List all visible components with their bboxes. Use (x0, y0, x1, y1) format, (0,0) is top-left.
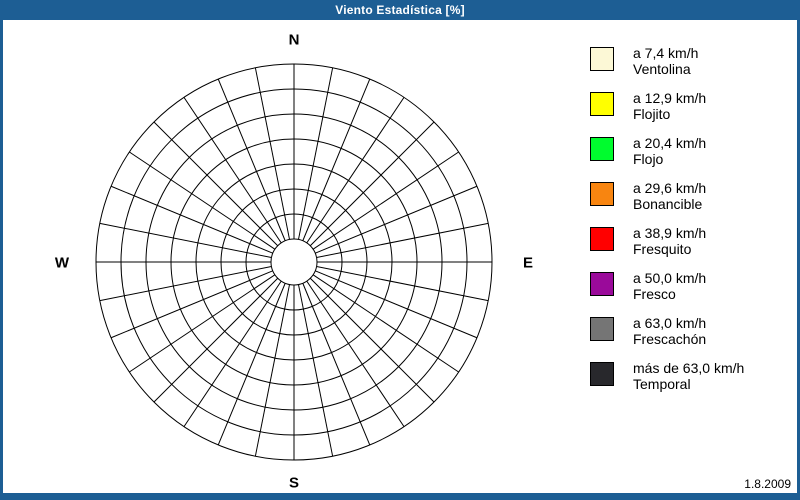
legend-category-label: Temporal (633, 376, 691, 392)
legend-item: a 38,9 km/h Fresquito (590, 225, 790, 257)
legend-speed-label: más de 63,0 km/h (633, 360, 745, 376)
date-label: 1.8.2009 (744, 477, 791, 491)
window-frame-bottom (0, 493, 800, 500)
compass-label-west: W (54, 254, 70, 272)
legend-color-swatch (590, 317, 614, 341)
legend-category-label: Fresco (633, 286, 676, 302)
legend-item: más de 63,0 km/h Temporal (590, 360, 790, 392)
legend-item: a 63,0 km/h Frescachón (590, 315, 790, 347)
legend-speed-label: a 38,9 km/h (633, 225, 707, 241)
legend-color-swatch (590, 182, 614, 206)
legend-category-label: Bonancible (633, 196, 703, 212)
legend-category-label: Ventolina (633, 61, 691, 77)
legend-item: a 20,4 km/h Flojo (590, 135, 790, 167)
wind-speed-legend: a 7,4 km/h Ventolina a 12,9 km/h Flojito a 2… (590, 45, 790, 405)
legend-speed-label: a 50,0 km/h (633, 270, 707, 286)
legend-color-swatch (590, 362, 614, 386)
window-title: Viento Estadística [%] (335, 3, 465, 17)
window-frame-right (797, 20, 800, 493)
legend-category-label: Frescachón (633, 331, 707, 347)
legend-speed-label: a 29,6 km/h (633, 180, 707, 196)
window-titlebar[interactable]: Viento Estadística [%] (0, 0, 800, 20)
legend-item: a 50,0 km/h Fresco (590, 270, 790, 302)
legend-category-label: Flojo (633, 151, 664, 167)
legend-speed-label: a 7,4 km/h (633, 45, 699, 61)
compass-label-north: N (288, 31, 300, 49)
legend-category-label: Fresquito (633, 241, 692, 257)
legend-speed-label: a 12,9 km/h (633, 90, 707, 106)
legend-color-swatch (590, 47, 614, 71)
compass-label-east: E (522, 254, 534, 272)
legend-item: a 12,9 km/h Flojito (590, 90, 790, 122)
legend-speed-label: a 20,4 km/h (633, 135, 707, 151)
legend-color-swatch (590, 227, 614, 251)
legend-category-label: Flojito (633, 106, 671, 122)
legend-item: a 29,6 km/h Bonancible (590, 180, 790, 212)
legend-color-swatch (590, 92, 614, 116)
legend-color-swatch (590, 272, 614, 296)
legend-item: a 7,4 km/h Ventolina (590, 45, 790, 77)
compass-label-south: S (288, 474, 300, 492)
window-frame-left (0, 20, 3, 493)
legend-speed-label: a 63,0 km/h (633, 315, 707, 331)
legend-color-swatch (590, 137, 614, 161)
